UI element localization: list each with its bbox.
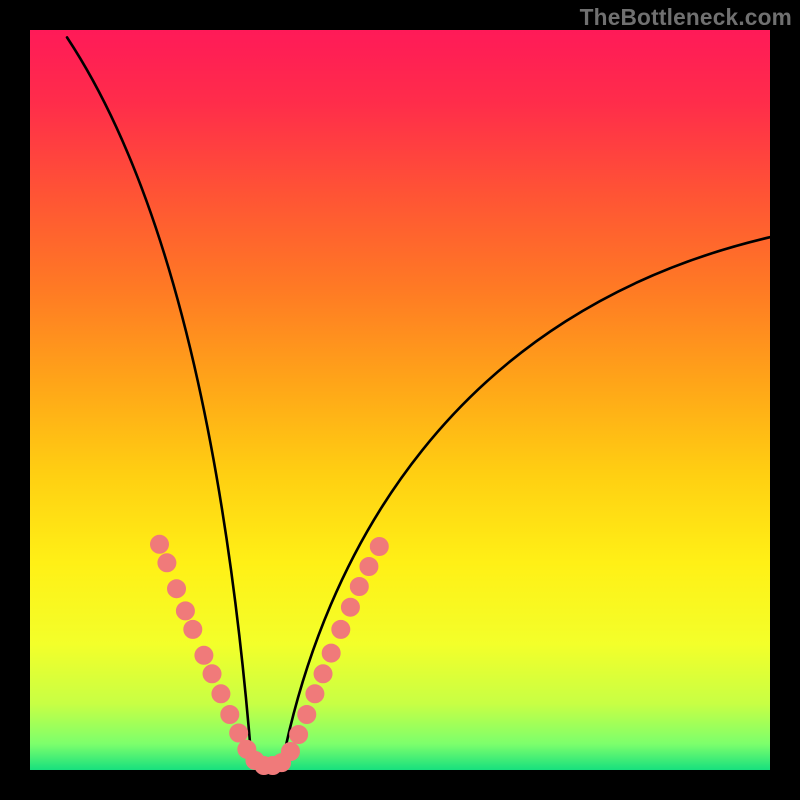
data-marker [332,620,350,638]
data-marker [314,665,332,683]
data-marker [350,577,368,595]
data-marker [370,538,388,556]
bottleneck-chart [0,0,800,800]
chart-container: TheBottleneck.com [0,0,800,800]
data-marker [212,685,230,703]
data-marker [322,644,340,662]
data-marker [176,602,194,620]
data-marker [341,598,359,616]
data-marker [230,724,248,742]
data-marker [221,706,239,724]
data-marker [281,743,299,761]
data-marker [203,665,221,683]
data-marker [184,620,202,638]
data-marker [151,535,169,553]
data-marker [158,554,176,572]
data-marker [360,558,378,576]
data-marker [168,580,186,598]
plot-background [30,30,770,770]
data-marker [290,725,308,743]
data-marker [298,706,316,724]
watermark-label: TheBottleneck.com [580,4,792,31]
data-marker [306,685,324,703]
data-marker [195,646,213,664]
